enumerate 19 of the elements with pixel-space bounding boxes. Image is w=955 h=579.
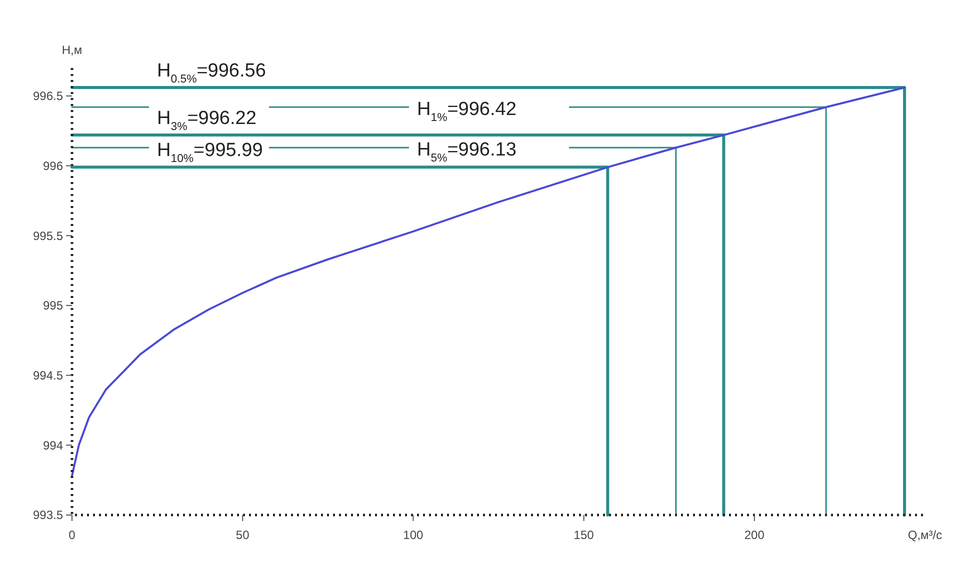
x-tick-label: 100 [403, 528, 424, 542]
y-tick-label: 996 [42, 158, 64, 173]
x-tick-label: 0 [68, 528, 76, 542]
x-tick-label: 150 [574, 528, 594, 542]
y-tick-label: 995.5 [32, 228, 64, 243]
y-tick-label: 996.5 [32, 89, 64, 104]
x-axis-title: Q,м³/с [908, 528, 942, 542]
annotation: H$_{10%}$=995.99 [157, 140, 263, 166]
x-tick-label: 50 [236, 528, 250, 542]
x-tick-label: 200 [744, 528, 765, 542]
y-tick-label: 995 [42, 298, 64, 313]
annotation: H$_{5%}$=996.13 [417, 140, 516, 165]
y-tick-label: 994.5 [32, 368, 64, 383]
y-tick-label: 994 [42, 438, 64, 452]
y-axis-title: H,м [62, 43, 82, 57]
y-tick-label: 993.5 [32, 508, 64, 522]
annotation: H$_{0.5%}$=996.56 [157, 60, 266, 86]
annotation: H$_{3%}$=996.22 [157, 108, 256, 134]
annotation: H$_{1%}$=996.42 [417, 99, 516, 124]
